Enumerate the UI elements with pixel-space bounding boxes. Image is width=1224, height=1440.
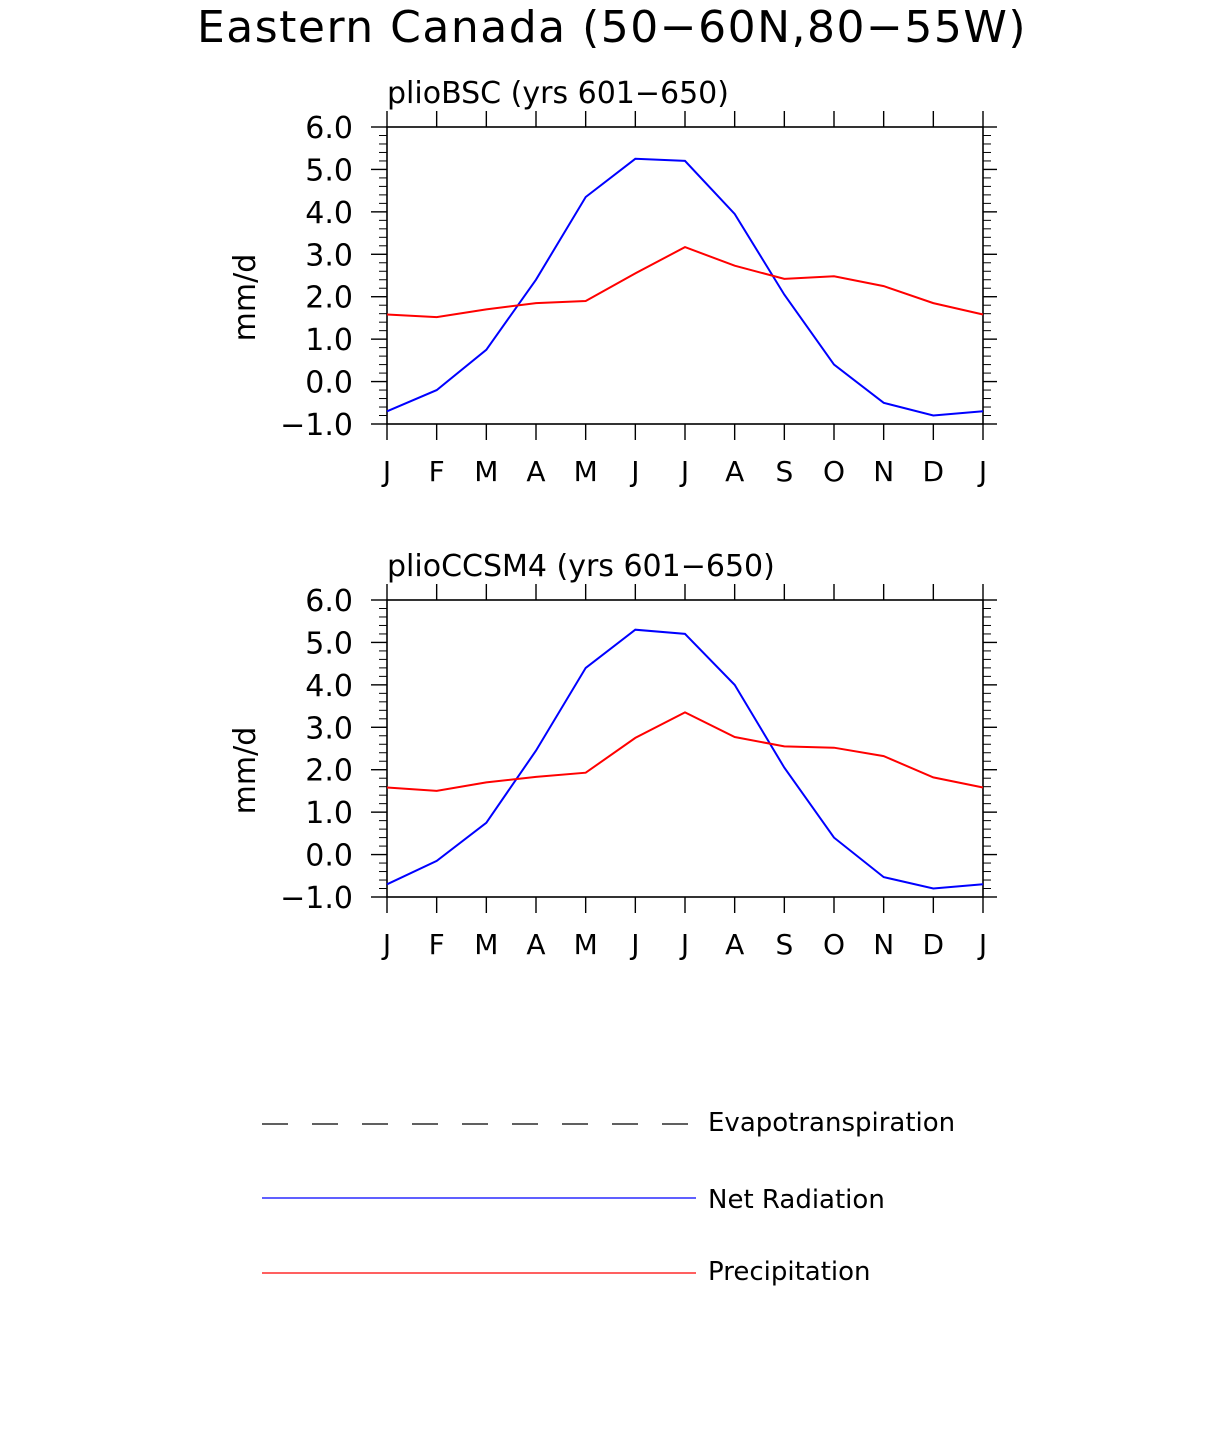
x-tick-label: J	[381, 455, 391, 488]
y-tick-label: 3.0	[305, 238, 353, 273]
x-tick-label: A	[526, 455, 545, 488]
y-tick-label: 2.0	[305, 281, 353, 316]
x-tick-label: S	[775, 928, 793, 961]
x-tick-label: F	[429, 455, 445, 488]
y-tick-label: 2.0	[305, 754, 353, 789]
x-tick-label: J	[679, 928, 689, 961]
y-tick-label: 1.0	[305, 796, 353, 831]
x-tick-label: J	[679, 455, 689, 488]
x-tick-label: J	[977, 928, 987, 961]
legend-label-evapotranspiration: Evapotranspiration	[708, 1108, 955, 1138]
legend-label-net-radiation: Net Radiation	[708, 1185, 885, 1215]
y-axis-label: mm/d	[228, 727, 263, 815]
plot-frame	[386, 599, 984, 898]
legend-label-precipitation: Precipitation	[708, 1257, 871, 1287]
x-tick-label: M	[574, 928, 598, 961]
x-tick-label: A	[526, 928, 545, 961]
x-tick-label: J	[977, 455, 987, 488]
x-tick-label: M	[574, 455, 598, 488]
chart-title: plioBSC (yrs 601−650)	[387, 76, 729, 111]
y-tick-label: 3.0	[305, 711, 353, 746]
x-tick-label: J	[629, 455, 639, 488]
x-tick-label: M	[474, 455, 498, 488]
x-tick-label: D	[923, 455, 945, 488]
x-tick-label: N	[873, 928, 894, 961]
chart-panel-plioccsm4: plioCCSM4 (yrs 601−650) −1.0 0.0 1.0 2.0 3.0 4…	[228, 549, 997, 961]
x-tick-label: A	[725, 455, 744, 488]
x-tick-label: O	[823, 455, 845, 488]
y-tick-label: −1.0	[280, 408, 353, 443]
x-tick-label: J	[381, 928, 391, 961]
y-tick-label: 0.0	[305, 839, 353, 874]
series-line-net-radiation	[386, 628, 984, 890]
y-tick-label: 5.0	[305, 626, 353, 661]
x-tick-label: S	[775, 455, 793, 488]
x-tick-label: F	[429, 928, 445, 961]
series-line-net-radiation	[386, 157, 984, 417]
y-tick-label: 4.0	[305, 196, 353, 231]
x-tick-label: N	[873, 455, 894, 488]
y-tick-label: −1.0	[280, 881, 353, 916]
y-axis-label: mm/d	[228, 254, 263, 342]
x-tick-label: O	[823, 928, 845, 961]
x-tick-label: J	[629, 928, 639, 961]
y-tick-label: 6.0	[305, 584, 353, 619]
series-line-precipitation	[386, 246, 984, 319]
legend: Evapotranspiration Net Radiation Precipi…	[262, 1108, 955, 1287]
y-tick-label: 5.0	[305, 153, 353, 188]
x-tick-label: D	[923, 928, 945, 961]
y-tick-label: 0.0	[305, 366, 353, 401]
series-line-precipitation	[386, 711, 984, 792]
plot-frame	[386, 126, 984, 425]
y-tick-label: 6.0	[305, 111, 353, 146]
x-tick-label: M	[474, 928, 498, 961]
x-tick-label: A	[725, 928, 744, 961]
chart-panel-pliobsc: plioBSC (yrs 601−650) −1.0 0.0 1.0 2.0 3.0 4.0…	[228, 76, 997, 488]
figure-title: Eastern Canada (50−60N,80−55W)	[197, 2, 1027, 53]
chart-title: plioCCSM4 (yrs 601−650)	[387, 549, 775, 584]
y-tick-label: 4.0	[305, 669, 353, 704]
y-tick-label: 1.0	[305, 323, 353, 358]
